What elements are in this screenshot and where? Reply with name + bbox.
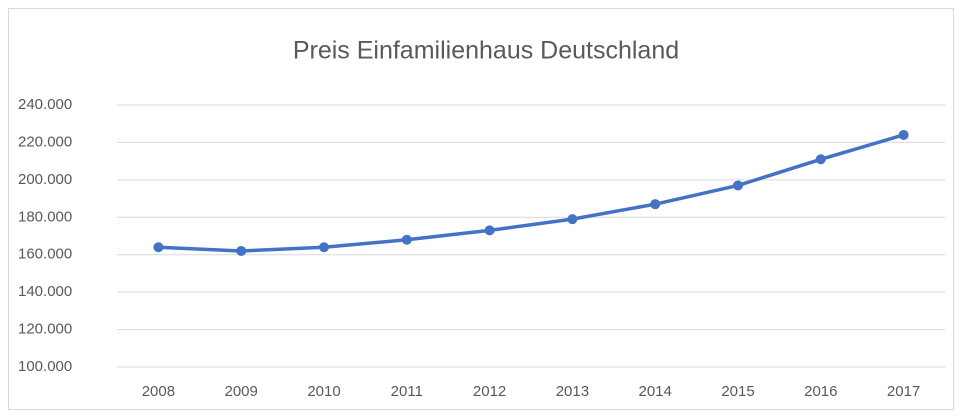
y-tick-label: 180.000 — [18, 208, 72, 225]
chart-title: Preis Einfamilienhaus Deutschland — [293, 37, 679, 65]
marker — [567, 214, 578, 225]
y-tick-label: 140.000 — [18, 283, 72, 300]
marker — [733, 180, 743, 191]
x-tick-label: 2016 — [804, 383, 837, 400]
marker — [236, 245, 247, 256]
marker — [650, 199, 661, 210]
y-tick-label: 240.000 — [18, 96, 72, 113]
marker — [898, 129, 909, 140]
marker — [484, 225, 495, 236]
y-tick-label: 120.000 — [18, 321, 72, 338]
x-tick-label: 2011 — [391, 383, 423, 400]
marker — [815, 154, 826, 165]
x-tick-label: 2010 — [307, 383, 340, 400]
x-tick-label: 2013 — [556, 383, 589, 400]
marker — [319, 242, 329, 253]
marker — [401, 234, 412, 245]
x-tick-label: 2009 — [225, 383, 258, 400]
y-tick-label: 100.000 — [18, 358, 72, 375]
x-tick-label: 2017 — [887, 383, 920, 400]
marker — [153, 242, 164, 253]
x-tick-label: 2014 — [639, 383, 672, 400]
line — [158, 133, 905, 253]
x-tick-label: 2015 — [721, 383, 754, 400]
y-tick-label: 220.000 — [18, 133, 72, 150]
y-tick-label: 160.000 — [18, 246, 72, 263]
x-tick-label: 2012 — [473, 383, 506, 400]
chart-border — [8, 8, 954, 410]
x-tick-label: 2008 — [142, 383, 175, 400]
y-tick-label: 200.000 — [18, 171, 72, 188]
